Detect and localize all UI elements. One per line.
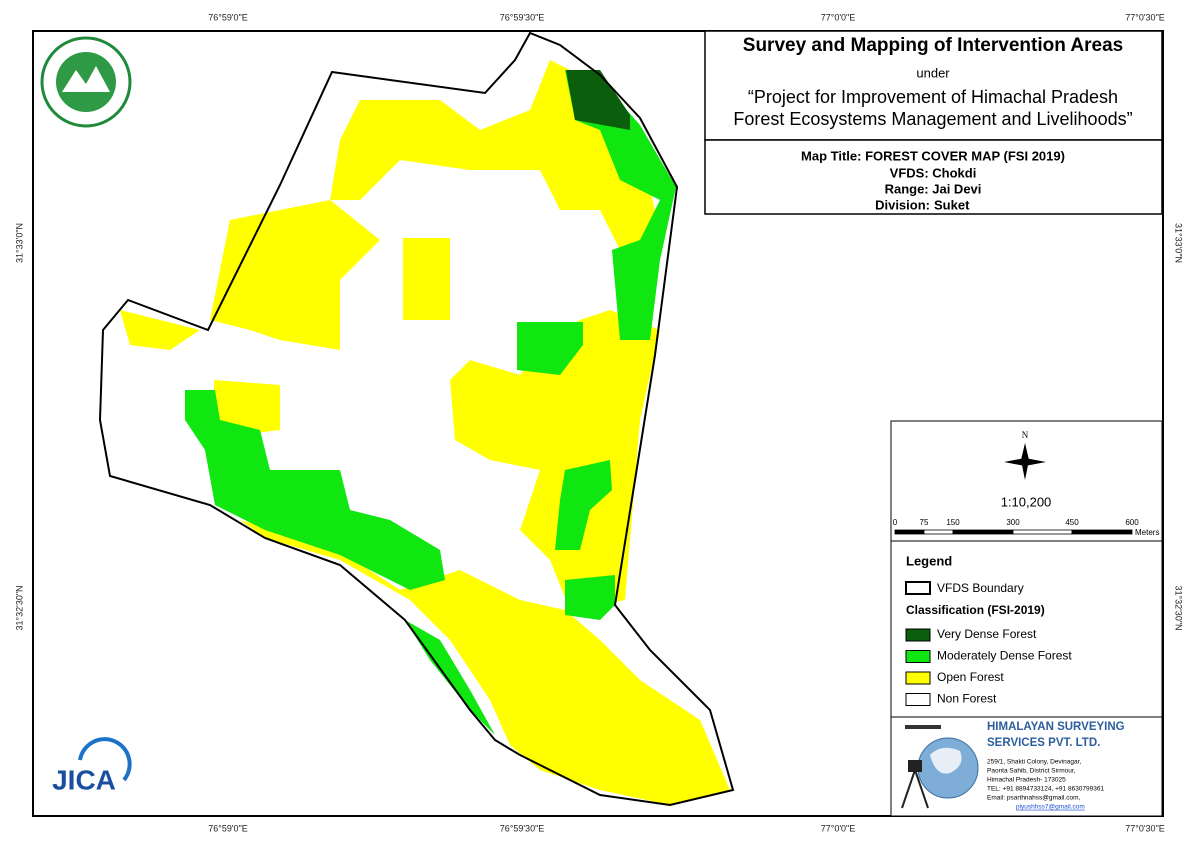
legend-label: VFDS Boundary (937, 581, 1024, 595)
north-label: N (1022, 430, 1029, 440)
moderately-dense-forest (555, 460, 612, 550)
vfds: VFDS: Chokdi (890, 165, 977, 180)
project-line: “Project for Improvement of Himachal Pra… (748, 87, 1118, 107)
jica-logo: JICA (52, 737, 132, 795)
address-line: Paonta Sahib, District Sirmour, (987, 768, 1076, 775)
legend-box (890, 540, 1163, 718)
open-forest (240, 520, 730, 805)
scale-unit: Meters (1135, 528, 1159, 537)
legend-items: Very Dense Forest Moderately Dense Forest… (905, 627, 1072, 706)
scale-box (890, 420, 1163, 542)
legend-swatch (905, 671, 931, 685)
scale-segment (923, 529, 954, 535)
scale-tick-label: 600 (1125, 518, 1139, 527)
vfds-boundary (98, 31, 735, 807)
header-under: under (916, 65, 950, 80)
scale-segment (894, 529, 925, 535)
scale-tick-label: 75 (920, 518, 929, 527)
coord-label: 31°33'0"N (14, 223, 24, 263)
coord-label: 77°0'0"E (821, 823, 856, 833)
company-logo (901, 725, 979, 809)
email-line: piyushhss7@gmail.com (1016, 804, 1085, 811)
legend-swatch (905, 628, 931, 642)
address-line: 259/1, Shakti Colony, Devinagar, (987, 759, 1081, 766)
coordinate-labels: 76°59'0"E 76°59'30"E 77°0'0"E 77°0'30"E 76°5… (14, 12, 1183, 833)
map-frame (32, 30, 1164, 817)
hp-forest-emblem (40, 36, 132, 128)
division: Suket (934, 197, 970, 212)
coord-label: 76°59'0"E (208, 12, 248, 22)
scale-tick-label: 0 (893, 518, 898, 527)
email-line: Email: psarthnahss@gmail.com, (987, 795, 1080, 802)
coord-label: 31°32'30"N (1174, 585, 1184, 630)
scale-tick-label: 150 (946, 518, 960, 527)
legend-title: Legend (906, 553, 952, 568)
address-line: TEL: +91 8894733124, +91 8630799361 (987, 786, 1104, 793)
company-address: 259/1, Shakti Colony, Devinagar, Paonta S… (987, 759, 1104, 811)
coord-label: 77°0'30"E (1125, 12, 1165, 22)
open-forest (120, 310, 200, 350)
jica-text: JICA (52, 764, 116, 795)
legend-swatch (905, 693, 931, 706)
forest-regions (98, 31, 735, 807)
north-arrow: N (1004, 430, 1046, 480)
scale-segment (1012, 529, 1073, 535)
company-name: SERVICES PVT. LTD. (987, 737, 1100, 749)
coord-label: 31°33'0"N (1174, 223, 1184, 263)
coord-label: 76°59'30"E (500, 823, 545, 833)
legend-label: Very Dense Forest (937, 627, 1037, 641)
range: Range: Jai Devi (885, 181, 982, 196)
map-title: Map Title: FOREST COVER MAP (FSI 2019) (801, 148, 1065, 163)
open-forest (210, 200, 380, 350)
legend-label: Non Forest (937, 692, 997, 706)
legend-swatch (905, 650, 931, 663)
scale-ratio: 1:10,200 (1001, 494, 1052, 509)
open-forest (214, 380, 280, 435)
legend-label: Open Forest (937, 670, 1004, 684)
division-label: Division: (875, 197, 930, 212)
open-forest (403, 238, 450, 320)
moderately-dense-forest (517, 322, 583, 375)
coord-label: 31°32'30"N (14, 585, 24, 630)
very-dense-forest (566, 70, 630, 130)
company-name: HIMALAYAN SURVEYING (987, 721, 1125, 733)
moderately-dense-forest (405, 620, 495, 735)
scale-tick-label: 450 (1065, 518, 1079, 527)
moderately-dense-forest (565, 575, 615, 620)
scale-segment (1071, 529, 1133, 535)
legend-label: Moderately Dense Forest (937, 649, 1072, 663)
open-forest (450, 310, 660, 610)
legend-swatch (905, 581, 931, 595)
coord-label: 77°0'30"E (1125, 823, 1165, 833)
coord-label: 77°0'0"E (821, 12, 856, 22)
header-title: Survey and Mapping of Intervention Areas (743, 35, 1123, 56)
moderately-dense-forest (565, 70, 676, 340)
scale-tick-label: 300 (1006, 518, 1020, 527)
address-line: Himachal Pradesh- 173025 (987, 777, 1066, 784)
scale-segment (952, 529, 1014, 535)
legend-subtitle: Classification (FSI-2019) (906, 603, 1045, 617)
header-box (704, 30, 1163, 141)
map-info-box (704, 139, 1163, 215)
project-line: Forest Ecosystems Management and Livelih… (733, 109, 1132, 129)
moderately-dense-forest (185, 390, 445, 590)
coord-label: 76°59'30"E (500, 12, 545, 22)
coord-label: 76°59'0"E (208, 823, 248, 833)
